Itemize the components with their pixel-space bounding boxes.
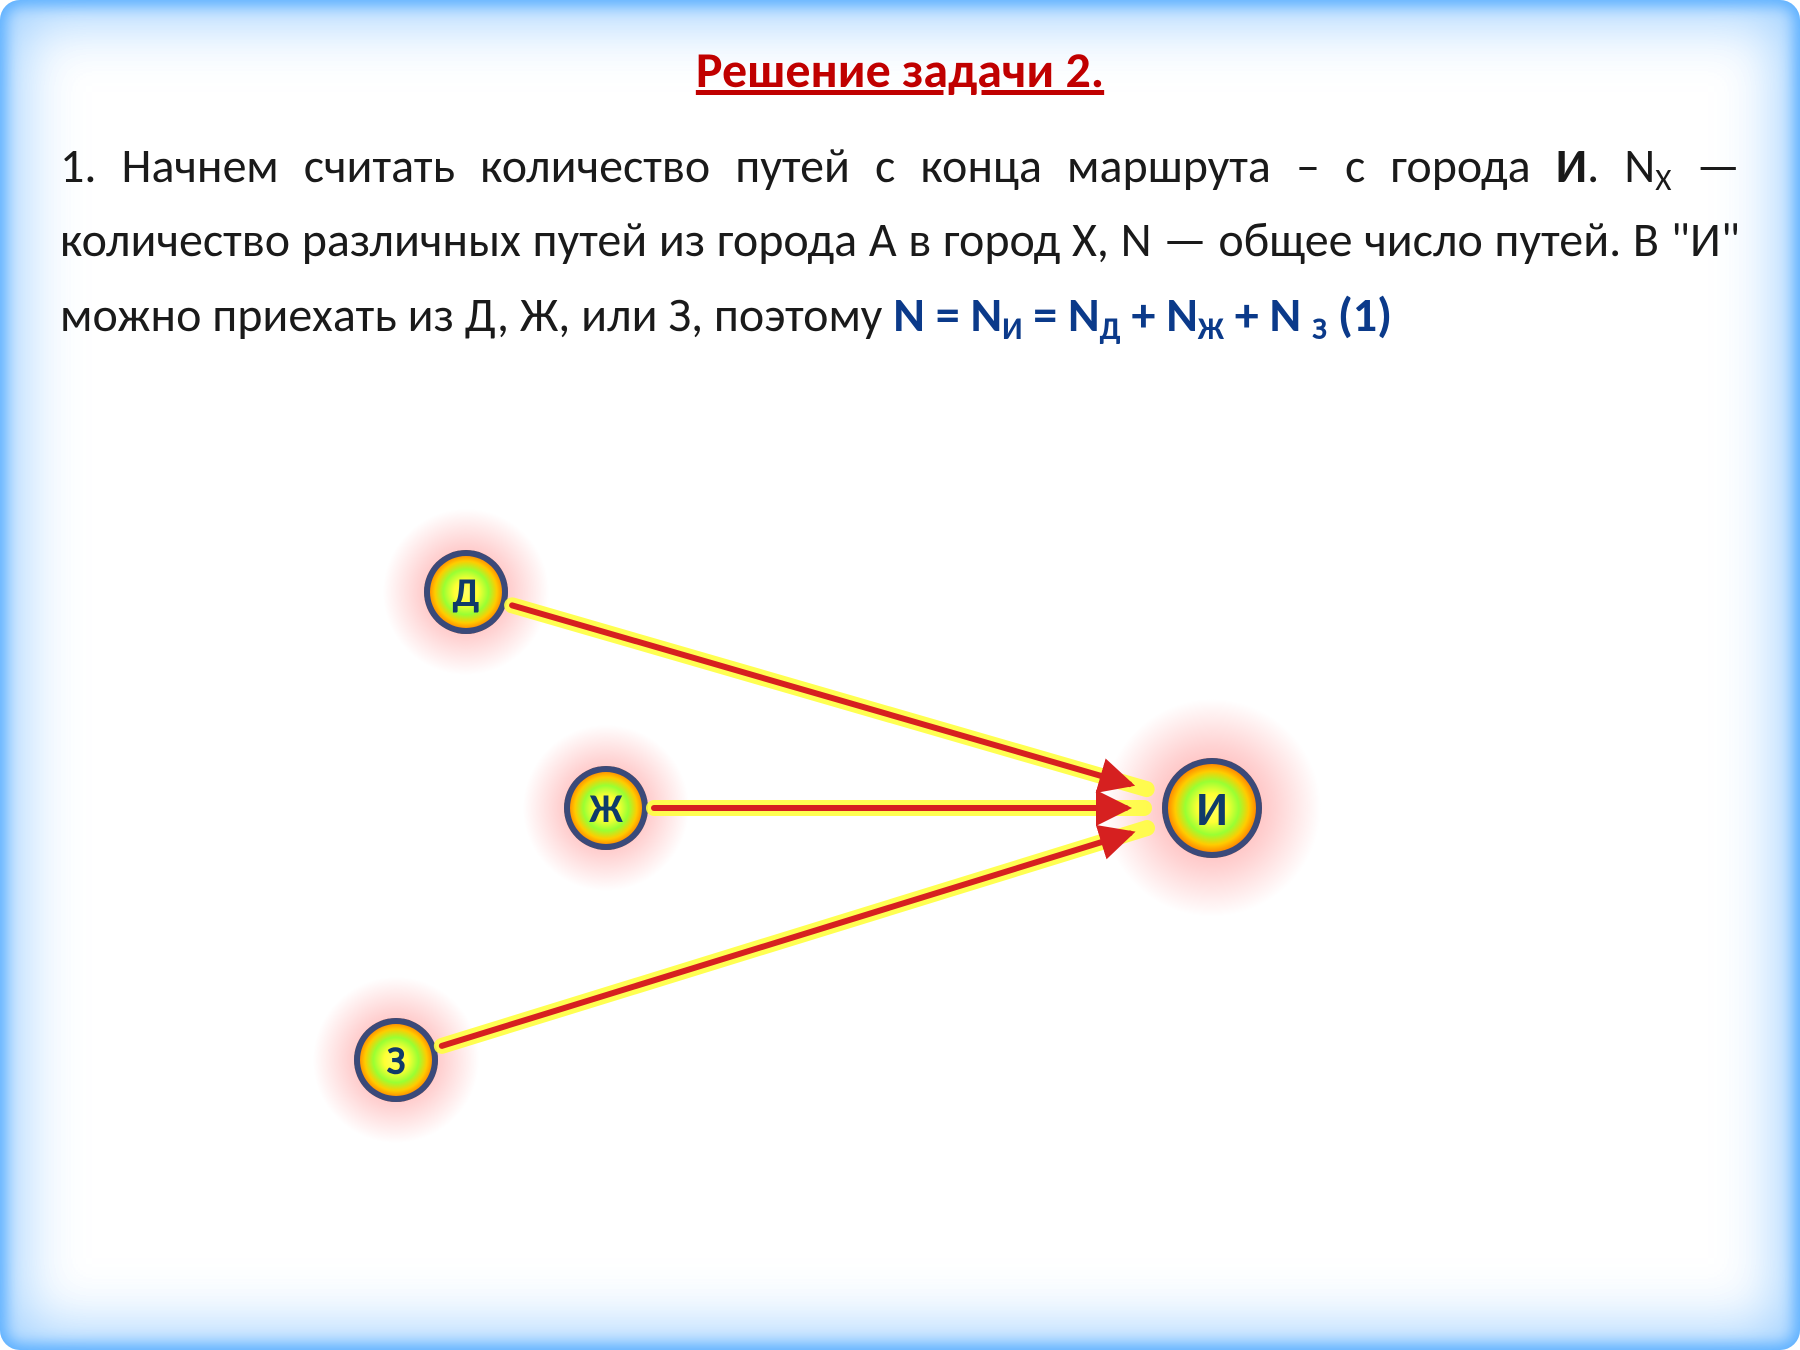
formula-p2: = N [1022,285,1099,344]
graph-node-I: И [1162,758,1262,858]
paragraph-body: 1. Начнем считать количество путей с кон… [60,129,1740,352]
content-area: Решение задачи 2. 1. Начнем считать коли… [60,40,1740,352]
para-prefix: 1. Начнем считать количество путей с кон… [60,136,1556,195]
formula-s3: Ж [1198,310,1224,348]
para-mid1: . N [1587,136,1655,195]
formula-p4: + N [1224,285,1312,344]
formula-p5: (1) [1327,285,1392,344]
edge-glow [442,828,1147,1046]
slide-title: Решение задачи 2. [60,40,1740,101]
graph-node-label: З [386,1036,405,1085]
formula-s4: З [1312,310,1327,348]
edge-arrow [512,605,1129,784]
formula-p3: + N [1121,285,1198,344]
graph-node-label: Ж [589,784,622,833]
graph-node-D: Д [424,550,508,634]
para-sub-x: X [1655,161,1671,199]
graph-node-label: И [1196,779,1227,838]
formula-s2: Д [1100,310,1121,348]
formula-p1: N = N [893,285,1002,344]
graph-node-Zh: Ж [564,766,648,850]
formula: N = NИ = NД + NЖ + N З (1) [893,285,1392,344]
graph-node-Z: З [354,1018,438,1102]
edge-arrow [442,833,1130,1045]
edge-glow [512,605,1147,789]
para-bold-city: И [1556,136,1587,195]
formula-s1: И [1002,310,1022,348]
graph-node-label: Д [453,568,480,617]
